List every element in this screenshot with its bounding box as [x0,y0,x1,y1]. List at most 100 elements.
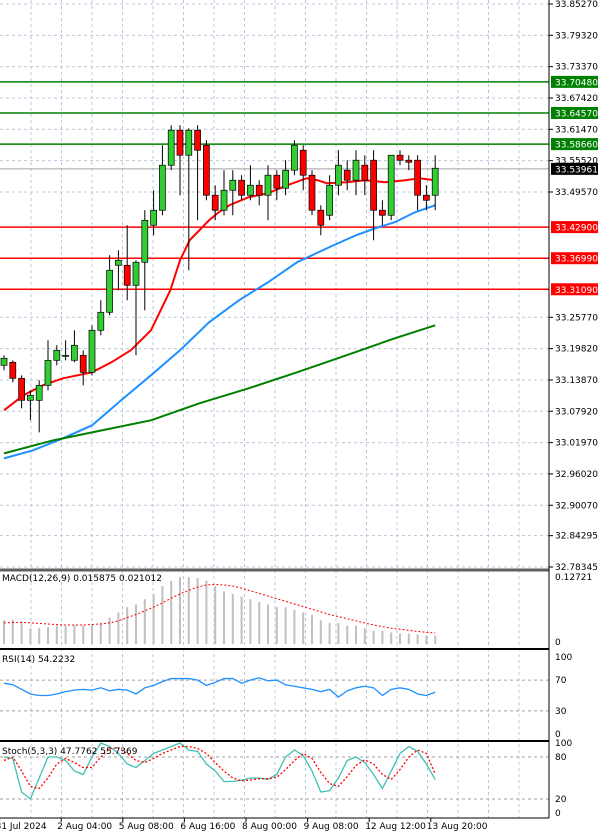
candle-bullish [106,269,113,313]
price-tick-label: 33.01970 [555,439,598,449]
candle-bearish [238,179,245,196]
candle-bullish [27,394,34,401]
time-tick-label: 8 Aug 00:00 [242,822,297,832]
candle-bearish [273,174,281,189]
stoch-tick-label: 20 [555,795,567,805]
price-axis: 33.85270 33.79320 33.73370 33.67420 33.61470… [549,0,598,819]
macd-panel [3,577,437,644]
candle-bearish [308,174,316,211]
rsi-tick-label: 30 [555,707,567,717]
candle-bullish [220,189,228,211]
candle-bullish [53,349,61,361]
price-tick-label: 33.55520 [555,157,598,167]
candle-bullish [62,354,69,357]
candle-bullish [115,259,122,266]
candle-bullish [282,169,289,189]
price-tick-label: 33.49570 [555,188,598,198]
rsi-panel [0,677,549,712]
candle-bearish [176,129,184,156]
price-tick-label: 33.67420 [555,94,598,104]
stoch-tick-label: 80 [555,753,567,763]
moving-averages [3,177,436,460]
stoch-label: Stoch(5,3,3) 47.7762 55.7369 [2,747,138,757]
candle-bearish [255,184,263,196]
stoch-main-line [3,742,436,801]
macd-label: MACD(12,26,9) 0.015875 0.021012 [2,574,162,584]
candle-bullish [326,184,333,216]
candle-bullish [141,219,149,263]
candle-bullish [352,159,360,181]
candle-bullish [97,311,105,331]
price-tick-label: 33.79320 [555,31,598,41]
macd-axis-top: 0.12721 [555,573,592,583]
stoch-signal-line [3,745,436,790]
price-tick-label: 32.90070 [555,501,598,511]
candle-bullish [132,261,140,286]
current-price-label: 33.53961 [555,165,598,175]
candle-bearish [79,354,87,373]
time-tick-label: 2 Aug 04:00 [57,822,112,832]
candle-bearish [396,154,404,161]
candle-bullish [229,179,237,191]
price-tick-label: 32.78345 [555,563,598,573]
candle-bullish [44,359,52,386]
time-tick-label: 12 Aug 12:00 [365,822,426,832]
candle-bullish [264,174,272,196]
price-tick-label: 33.13870 [555,376,598,386]
time-tick-label: 5 Aug 08:00 [119,822,174,832]
moving-average-line [3,177,436,412]
level-price-label: 33.64570 [555,109,598,119]
level-price-tag [551,252,598,265]
stoch-tick-label: 100 [555,739,572,749]
level-price-tag [551,106,598,119]
current-price-tag [551,162,598,175]
time-axis: 31 Jul 2024 2 Aug 04:00 5 Aug 08:00 6 Aug 1… [0,818,488,832]
time-tick-label: 31 Jul 2024 [0,822,47,832]
stoch-tick-label: 0 [555,809,561,819]
level-price-tag [551,75,598,88]
candle-bullish [159,164,166,211]
moving-average-line [3,324,436,455]
level-price-label: 33.31090 [555,286,598,296]
time-tick-label: 9 Aug 08:00 [304,822,359,832]
level-price-label: 33.36990 [555,255,598,265]
candle-bullish [150,209,157,226]
candle-bearish [203,144,210,196]
price-tick-label: 33.25770 [555,313,598,323]
panel-frames [0,0,550,819]
candle-bearish [361,164,369,181]
price-tick-label: 32.84295 [555,532,598,542]
level-price-tag [551,221,598,234]
candle-bullish [335,164,342,186]
candle-bearish [343,169,351,181]
candle-bullish [185,129,193,156]
candle-bullish [291,144,298,171]
candle-bullish [431,167,439,196]
candle-bullish [247,184,254,196]
horizontal-levels [0,81,549,291]
candle-bearish [317,209,325,226]
candle-bearish [370,159,377,211]
candle-bearish [405,159,413,163]
time-tick-label: 13 Aug 20:00 [427,822,488,832]
level-price-tag [551,283,598,296]
price-tick-label: 32.96020 [555,470,598,480]
macd-axis-zero: 0 [555,638,561,648]
candle-bearish [9,361,17,379]
price-tick-label: 33.85270 [555,0,598,10]
grid [0,0,549,818]
price-tick-label: 33.07920 [555,407,598,417]
candle-bearish [211,194,219,211]
candle-bearish [194,129,201,151]
rsi-label: RSI(14) 54.2232 [2,655,75,665]
candle-bearish [123,264,131,286]
level-price-tag [551,138,598,151]
price-tick-label: 33.61470 [555,125,598,135]
rsi-tick-label: 0 [555,730,561,740]
moving-average-line [3,204,436,460]
candle-bullish [35,384,43,401]
candle-bullish [71,344,78,361]
rsi-tick-label: 100 [555,653,572,663]
price-tick-label: 33.19820 [555,345,598,355]
